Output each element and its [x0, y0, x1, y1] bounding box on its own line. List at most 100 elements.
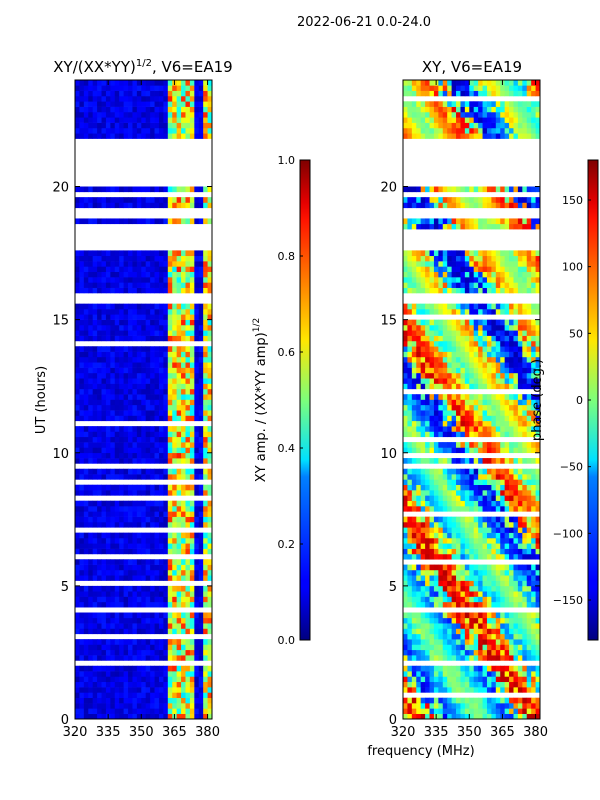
amp-heatmap-cell [181, 324, 186, 331]
phase-heatmap-cell [491, 649, 497, 656]
phase-heatmap-cell [425, 287, 430, 294]
phase-heatmap-cell [491, 324, 497, 331]
amp-heatmap-cell [123, 394, 129, 400]
amp-heatmap-cell [176, 687, 182, 693]
phase-heatmap-cell [464, 676, 470, 683]
amp-heatmap-cell [141, 516, 147, 523]
phase-heatmap-cell [425, 394, 430, 400]
amp-heatmap-cell [158, 569, 164, 576]
amp-heatmap-cell [163, 484, 169, 491]
phase-heatmap-cell [495, 639, 501, 645]
phase-heatmap-cell [517, 601, 523, 608]
amp-heatmap-cell [114, 324, 120, 331]
amp-heatmap-cell [185, 543, 191, 549]
phase-heatmap-cell [495, 420, 501, 427]
amp-heatmap-cell [97, 308, 102, 315]
amp-heatmap-cell [150, 335, 155, 342]
amp-heatmap-cell [145, 255, 151, 262]
phase-heatmap-cell [433, 282, 439, 288]
phase-heatmap-cell [403, 372, 408, 379]
phase-heatmap-cell [464, 372, 470, 379]
phase-heatmap-cell [451, 521, 457, 528]
amp-heatmap-cell [167, 101, 173, 107]
amp-heatmap-cell [150, 537, 155, 544]
phase-heatmap-cell [447, 335, 453, 342]
phase-heatmap-cell [420, 596, 426, 603]
amp-heatmap-cell [92, 255, 98, 262]
phase-heatmap-cell [407, 655, 413, 661]
amp-heatmap-cell [110, 564, 116, 571]
phase-heatmap-cell [429, 612, 435, 619]
phase-heatmap-cell [509, 484, 514, 491]
phase-heatmap-cell [425, 601, 430, 608]
amp-heatmap-cell [132, 80, 138, 86]
amp-heatmap-cell [194, 601, 200, 608]
phase-heatmap-cell [522, 362, 528, 368]
phase-heatmap-cell [460, 367, 466, 374]
phase-heatmap-cell [526, 410, 532, 416]
phase-heatmap-cell [526, 474, 532, 480]
amp-heatmap-cell [172, 500, 178, 507]
amp-heatmap-cell [88, 665, 94, 672]
phase-heatmap-cell [486, 500, 492, 507]
phase-heatmap-cell [522, 490, 528, 496]
amp-heatmap-cell [79, 671, 85, 677]
phase-heatmap-cell [522, 324, 528, 331]
amp-heatmap-cell [123, 372, 129, 379]
amp-heatmap-cell [114, 681, 120, 688]
amp-heatmap-cell [114, 532, 120, 539]
amp-heatmap-cell [176, 458, 182, 464]
phase-heatmap-cell [433, 548, 439, 555]
phase-heatmap-cell [478, 356, 483, 363]
amp-heatmap-cell [189, 250, 195, 257]
amp-heatmap-cell [207, 410, 213, 416]
amp-heatmap-cell [141, 90, 147, 97]
amp-heatmap-cell [128, 639, 133, 645]
amp-heatmap-cell [154, 378, 160, 384]
phase-heatmap-cell [535, 415, 541, 422]
amp-heatmap-cell [79, 133, 85, 139]
phase-heatmap-cell [482, 319, 488, 326]
amp-heatmap-cell [185, 122, 191, 129]
phase-heatmap-cell [491, 303, 497, 310]
phase-heatmap-cell [416, 537, 422, 544]
amp-heatmap-cell [185, 703, 191, 709]
amp-heatmap-cell [79, 287, 85, 294]
phase-heatmap-cell [531, 671, 536, 677]
amp-heatmap-cell [150, 410, 155, 416]
amp-heatmap-cell [150, 692, 155, 699]
phase-heatmap-cell [482, 649, 488, 656]
amp-heatmap-cell [194, 133, 200, 139]
amp-heatmap-cell [110, 133, 116, 139]
amp-heatmap-cell [163, 255, 169, 262]
amp-heatmap-cell [172, 628, 178, 635]
amp-heatmap-cell [141, 308, 147, 315]
phase-heatmap-cell [433, 628, 439, 635]
phase-heatmap-cell [531, 319, 536, 326]
phase-heatmap-cell [451, 308, 457, 315]
phase-heatmap-cell [416, 394, 422, 400]
amp-heatmap-cell [123, 356, 129, 363]
amp-heatmap-cell [79, 559, 85, 565]
amp-heatmap-cell [167, 596, 173, 603]
amp-heatmap-cell [145, 697, 151, 704]
phase-heatmap-cell [500, 420, 506, 427]
amp-heatmap-cell [128, 442, 133, 448]
phase-heatmap-cell [456, 324, 461, 331]
amp-heatmap-cell [207, 266, 213, 273]
amp-heatmap-cell [75, 372, 80, 379]
amp-heatmap-cell [172, 596, 178, 603]
phase-heatmap-cell [464, 548, 470, 555]
phase-heatmap-cell [411, 639, 417, 645]
amp-heatmap-cell [176, 266, 182, 273]
amp-heatmap-cell [101, 442, 107, 448]
amp-heatmap-cell [83, 436, 89, 443]
phase-heatmap-cell [403, 447, 408, 454]
amp-heatmap-cell [181, 639, 186, 645]
amp-heatmap-cell [145, 511, 151, 517]
phase-heatmap-cell [522, 431, 528, 438]
amp-heatmap-cell [158, 612, 164, 619]
amp-colorbar-tick-label: 0.8 [278, 250, 296, 263]
amp-heatmap-cell [141, 250, 147, 257]
amp-heatmap-cell [79, 85, 85, 91]
